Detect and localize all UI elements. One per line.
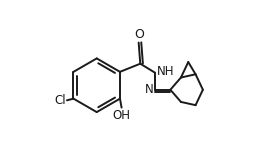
Text: OH: OH bbox=[113, 109, 131, 122]
Text: Cl: Cl bbox=[54, 94, 66, 107]
Text: NH: NH bbox=[157, 65, 174, 78]
Text: O: O bbox=[135, 28, 144, 41]
Text: N: N bbox=[145, 83, 153, 96]
